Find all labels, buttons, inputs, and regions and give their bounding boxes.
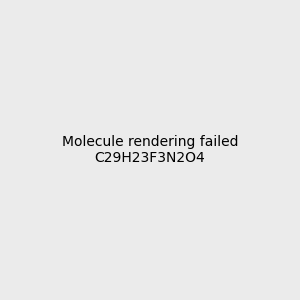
Text: Molecule rendering failed
C29H23F3N2O4: Molecule rendering failed C29H23F3N2O4 — [62, 135, 238, 165]
